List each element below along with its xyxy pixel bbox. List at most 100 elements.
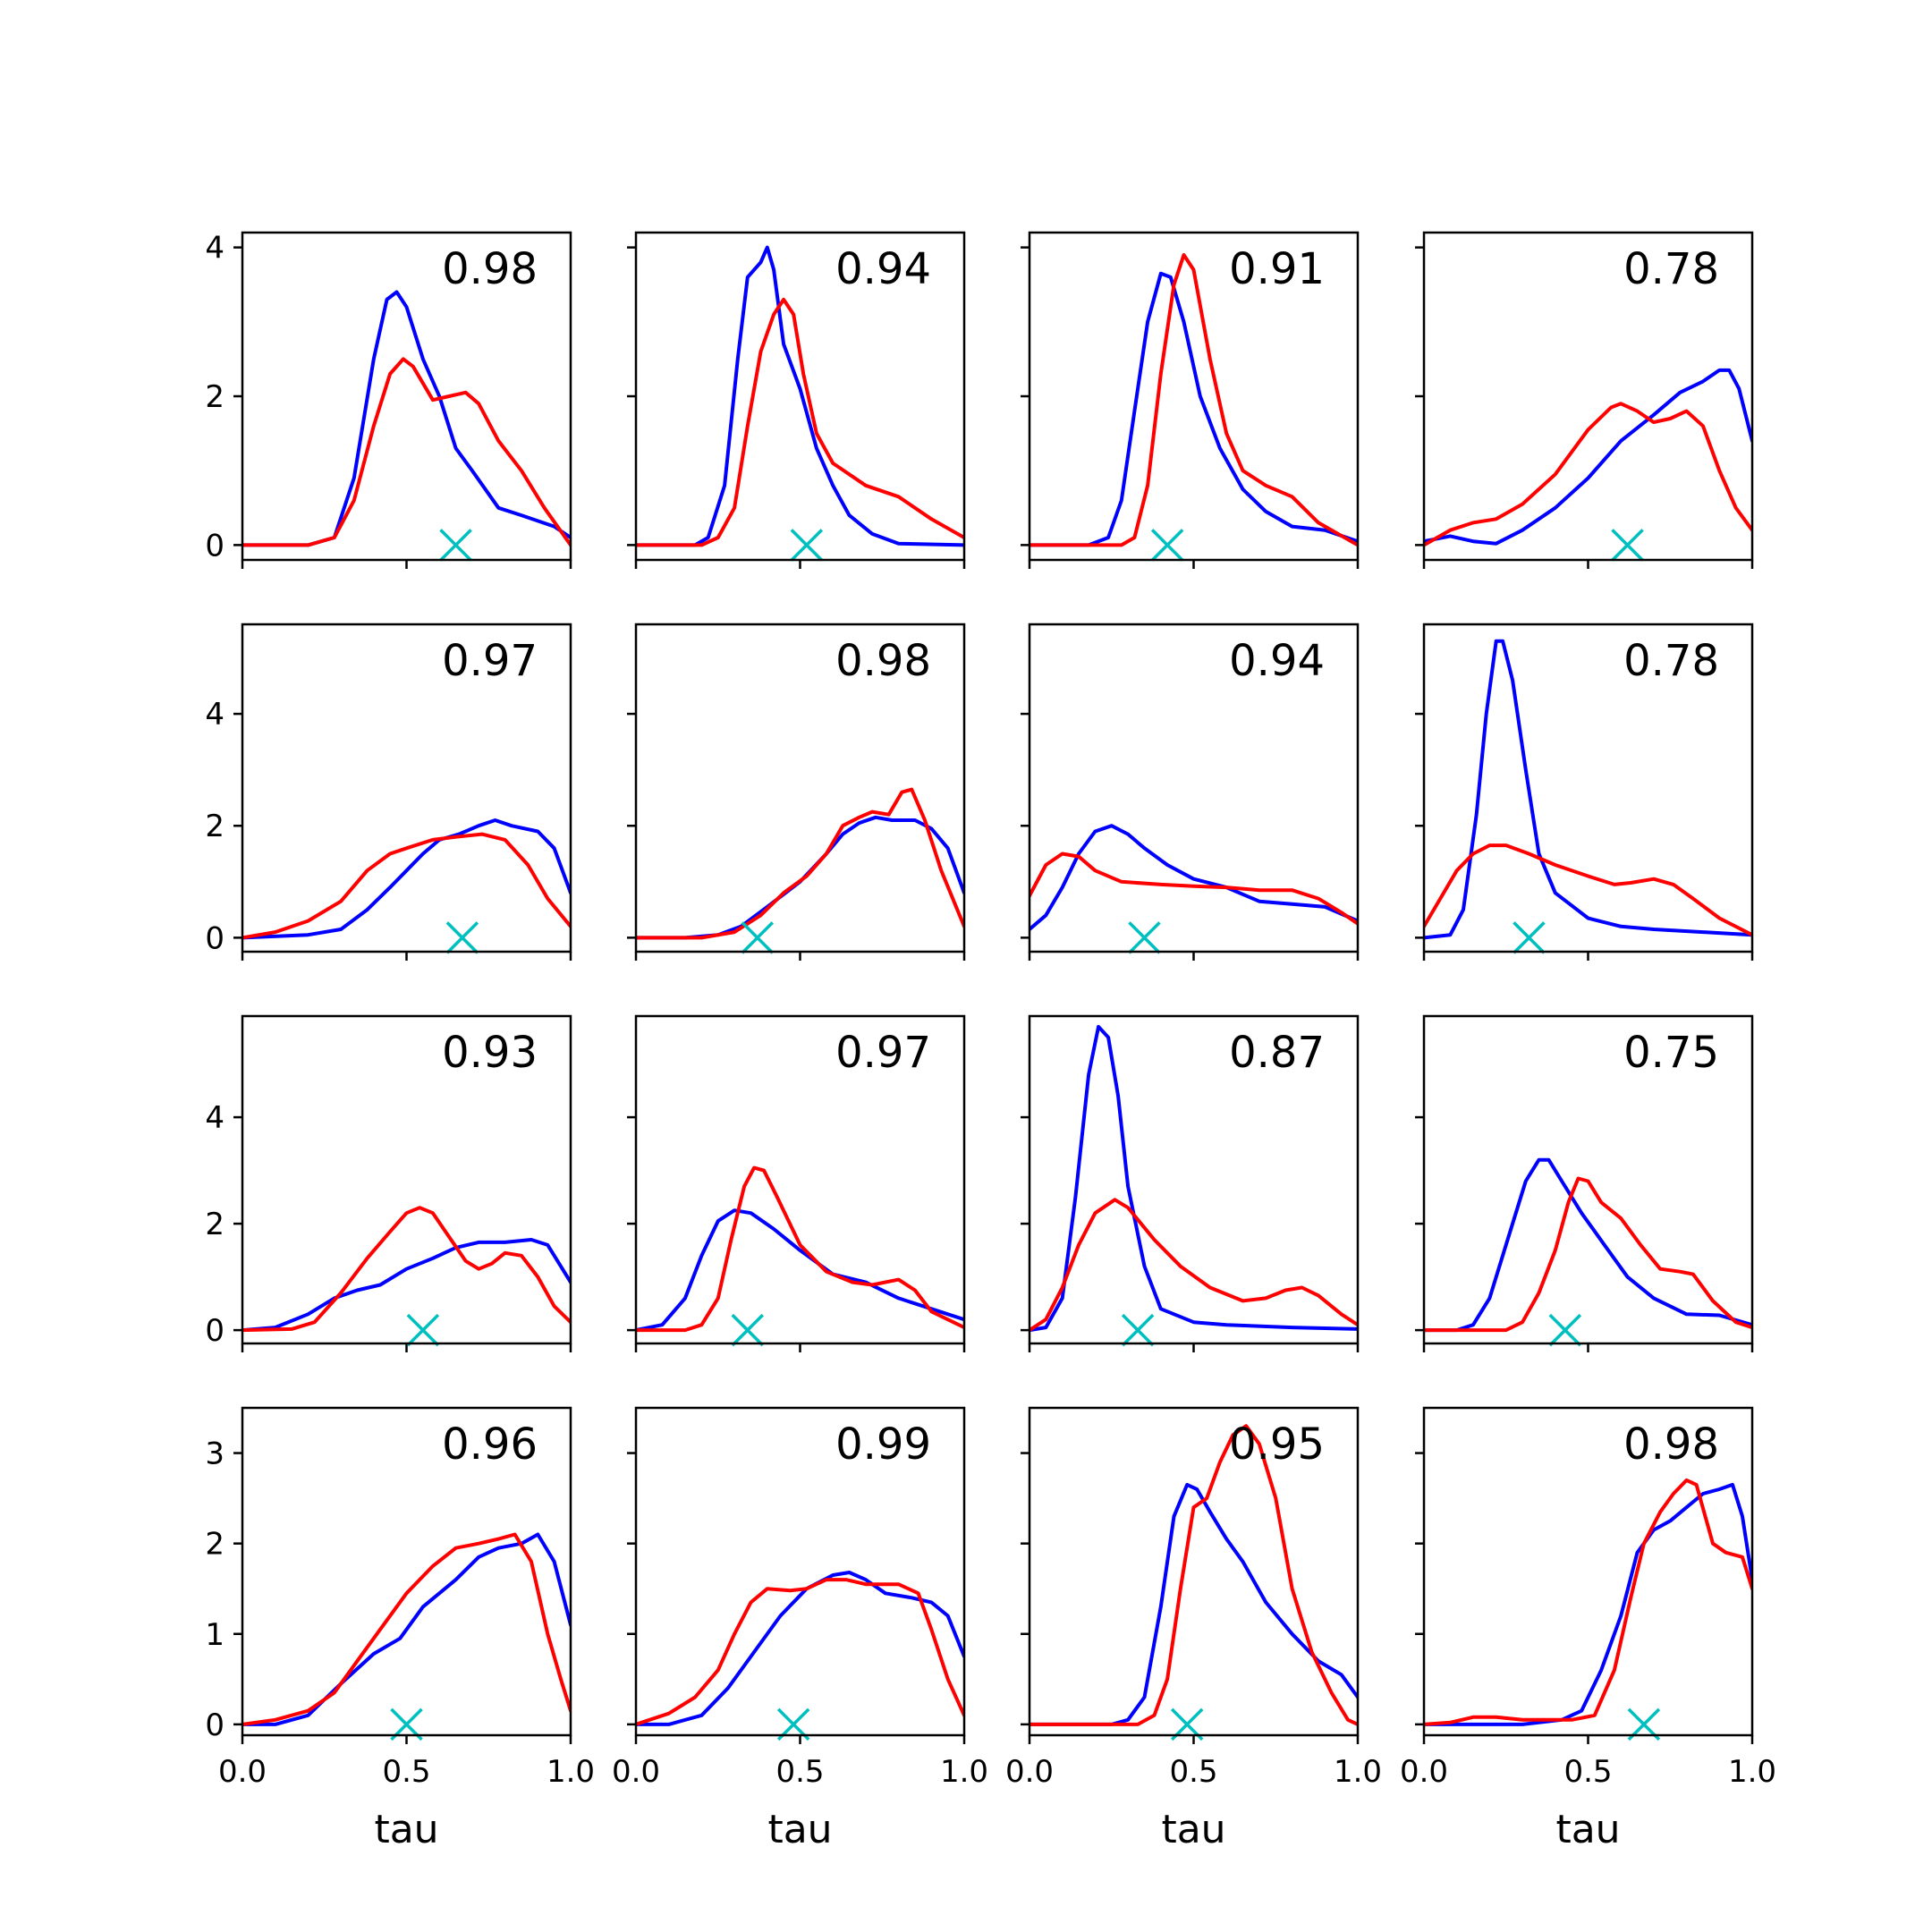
x-marker xyxy=(439,529,472,562)
y-tick-label: 2 xyxy=(205,1207,225,1242)
axes-frame xyxy=(1422,231,1754,562)
red-series-line xyxy=(636,787,964,940)
red-series-line xyxy=(242,832,571,940)
panel-value-label: 0.94 xyxy=(835,244,931,294)
panel-1-2: 0.94 xyxy=(627,231,966,569)
panel-value-label: 0.97 xyxy=(442,636,538,686)
red-series-line xyxy=(636,1578,964,1726)
x-tick-label: 0.0 xyxy=(612,1754,660,1790)
axes-frame xyxy=(241,1014,572,1345)
panel-value-label: 0.95 xyxy=(1229,1419,1325,1470)
x-axis-label: tau xyxy=(374,1807,438,1852)
axes-frame xyxy=(1422,623,1754,953)
axes-frame xyxy=(1028,1406,1360,1737)
panel-value-label: 0.78 xyxy=(1623,244,1719,294)
x-tick-label: 1.0 xyxy=(1728,1754,1776,1790)
panel-3-4: 0.75 xyxy=(1415,1014,1754,1352)
panel-4-3: 0.0 0.5 1.0 0.95 tau xyxy=(1005,1406,1382,1852)
y-tick-label: 2 xyxy=(205,1527,225,1563)
panel-value-label: 0.94 xyxy=(1229,636,1325,686)
y-tick-label: 0 xyxy=(205,528,225,564)
y-tick-label: 2 xyxy=(205,809,225,844)
x-tick-label: 0.0 xyxy=(1005,1754,1054,1790)
panel-3-3: 0.87 xyxy=(1021,1014,1360,1352)
y-tick-label: 4 xyxy=(205,231,225,267)
x-tick-label: 0.0 xyxy=(1400,1754,1448,1790)
blue-series-line xyxy=(1030,1482,1358,1726)
axes-frame xyxy=(1422,1406,1754,1737)
panel-2-3: 0.94 xyxy=(1021,623,1360,961)
panel-value-label: 0.96 xyxy=(442,1419,538,1470)
axes-frame xyxy=(241,1406,572,1737)
blue-series-line xyxy=(1030,824,1358,931)
panel-value-label: 0.87 xyxy=(1229,1028,1325,1078)
blue-series-line xyxy=(1030,271,1358,547)
axes-frame xyxy=(1028,623,1360,953)
blue-series-line xyxy=(1424,639,1752,940)
x-marker xyxy=(445,921,479,954)
x-marker xyxy=(731,1313,765,1347)
panel-value-label: 0.98 xyxy=(1623,1419,1719,1470)
panel-4-2: 0.0 0.5 1.0 0.99 tau xyxy=(612,1406,988,1852)
blue-series-line xyxy=(1424,1157,1752,1333)
red-series-line xyxy=(1424,1478,1752,1726)
panel-value-label: 0.97 xyxy=(835,1028,931,1078)
blue-series-line xyxy=(1030,1024,1358,1333)
panel-4-1: 0 1 2 3 0.0 0.5 1.0 0.96 tau xyxy=(205,1406,595,1852)
x-marker xyxy=(1513,921,1546,954)
panel-4-4: 0.0 0.5 1.0 0.98 tau xyxy=(1400,1406,1776,1852)
red-series-line xyxy=(1030,852,1358,926)
x-marker xyxy=(1611,529,1644,562)
axes-frame xyxy=(1028,1014,1360,1345)
y-tick-label: 0 xyxy=(205,1707,225,1743)
red-series-line xyxy=(1424,843,1752,937)
x-axis-label: tau xyxy=(1555,1807,1620,1852)
axes-frame xyxy=(634,231,966,562)
red-series-line xyxy=(1424,1176,1752,1333)
red-series-line xyxy=(1030,253,1358,547)
x-tick-label: 1.0 xyxy=(940,1754,988,1790)
x-tick-label: 1.0 xyxy=(547,1754,595,1790)
panel-2-4: 0.78 xyxy=(1415,623,1754,961)
y-tick-label: 2 xyxy=(205,379,225,415)
y-tick-label: 3 xyxy=(205,1436,225,1472)
red-series-line xyxy=(1030,1424,1358,1726)
red-series-line xyxy=(1424,402,1752,547)
blue-series-line xyxy=(636,245,964,547)
x-axis-label: tau xyxy=(767,1807,832,1852)
blue-series-line xyxy=(636,1571,964,1726)
panel-value-label: 0.91 xyxy=(1229,244,1325,294)
y-tick-label: 0 xyxy=(205,1313,225,1349)
x-tick-label: 1.0 xyxy=(1334,1754,1382,1790)
x-marker xyxy=(741,921,775,954)
x-marker xyxy=(1150,529,1184,562)
blue-series-line xyxy=(636,1208,964,1333)
red-series-line xyxy=(242,1532,571,1726)
blue-series-line xyxy=(636,815,964,940)
axes-frame xyxy=(1422,1014,1754,1345)
red-series-line xyxy=(636,1165,964,1333)
y-tick-label: 0 xyxy=(205,920,225,956)
x-marker xyxy=(406,1313,440,1347)
blue-series-line xyxy=(242,1532,571,1726)
axes-frame xyxy=(1028,231,1360,562)
red-series-line xyxy=(242,357,571,547)
red-series-line xyxy=(636,297,964,547)
panel-value-label: 0.99 xyxy=(835,1419,931,1470)
panel-value-label: 0.98 xyxy=(835,636,931,686)
red-series-line xyxy=(242,1206,571,1333)
panel-2-1: 0 2 4 0.97 xyxy=(205,623,572,961)
panel-value-label: 0.78 xyxy=(1623,636,1719,686)
y-tick-label: 1 xyxy=(205,1617,225,1653)
panel-3-2: 0.97 xyxy=(627,1014,966,1352)
x-marker xyxy=(1548,1313,1582,1347)
y-tick-label: 4 xyxy=(205,1100,225,1136)
blue-series-line xyxy=(242,290,571,547)
blue-series-line xyxy=(242,818,571,940)
axes-frame xyxy=(634,1014,966,1345)
panel-3-1: 0 2 4 0.93 xyxy=(205,1014,572,1352)
panel-value-label: 0.98 xyxy=(442,244,538,294)
x-tick-label: 0.0 xyxy=(218,1754,267,1790)
panel-1-3: 0.91 xyxy=(1021,231,1360,569)
blue-series-line xyxy=(242,1238,571,1333)
